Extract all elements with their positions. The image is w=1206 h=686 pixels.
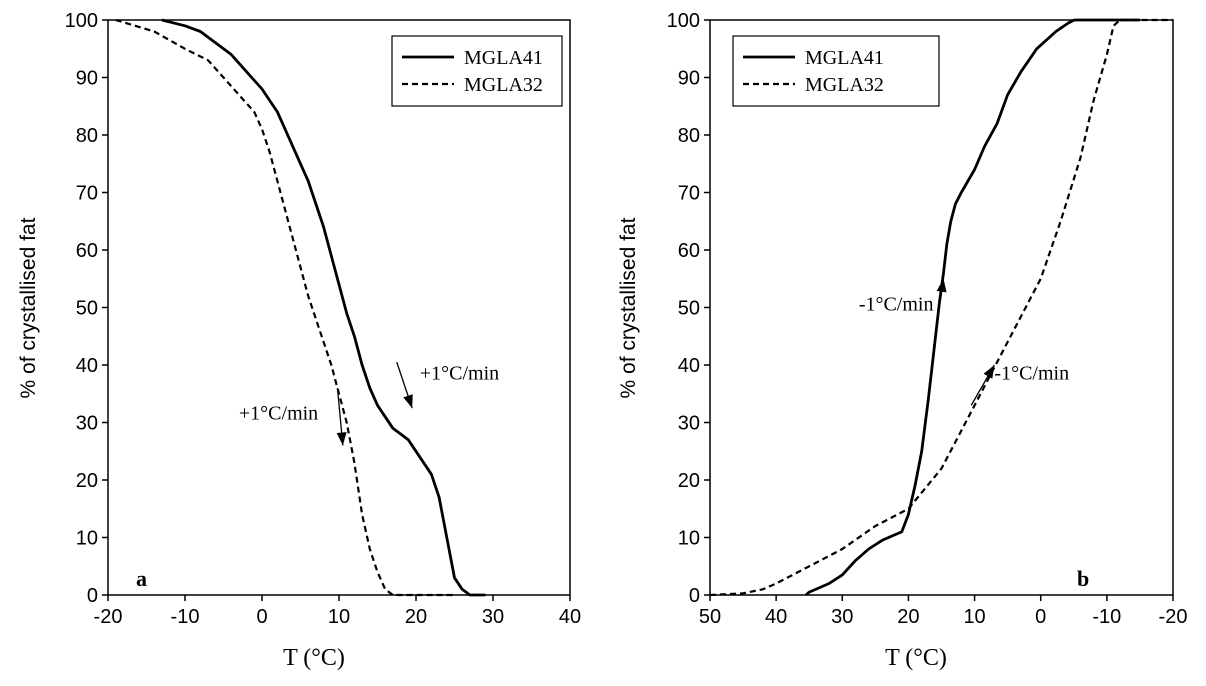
legend-label: MGLA41: [805, 47, 884, 69]
y-tick-label: 70: [678, 183, 700, 205]
annotation-arrow-head: [403, 394, 413, 409]
y-tick-label: 80: [76, 125, 98, 147]
chart-panel-a: 0 10 20 30 40 50 60 70 80 90 100 -20 -10 0 10 20 30 40 % o…: [17, 10, 581, 671]
panel-label: b: [1077, 566, 1089, 591]
y-tick-label: 20: [76, 470, 98, 492]
x-tick-label: -10: [1092, 606, 1121, 628]
x-tick-label: -20: [1159, 606, 1188, 628]
x-axis-title: T (°C): [283, 645, 345, 671]
x-tick-label: 40: [559, 606, 581, 628]
y-tick-label: 70: [76, 183, 98, 205]
series-line-mgla32: [115, 18, 455, 597]
x-tick-label: 30: [482, 606, 504, 628]
y-tick-label: 30: [76, 413, 98, 435]
x-tick-label: 20: [405, 606, 427, 628]
series-line-mgla32: [709, 18, 1173, 597]
y-tick-label: 40: [678, 355, 700, 377]
x-tick-label: -10: [171, 606, 200, 628]
x-tick-label: -20: [94, 606, 123, 628]
x-tick-label: 0: [1035, 606, 1046, 628]
x-tick-label: 10: [963, 606, 985, 628]
y-tick-label: 80: [678, 125, 700, 147]
y-tick-label: 60: [76, 240, 98, 262]
x-tick-label: 20: [897, 606, 919, 628]
y-tick-label: 30: [678, 413, 700, 435]
annotation-arrow-head: [983, 365, 995, 379]
annotation-label: -1°C/min: [859, 293, 934, 315]
y-tick-label: 10: [678, 528, 700, 550]
x-tick-label: 40: [765, 606, 787, 628]
y-tick-label: 0: [689, 585, 700, 607]
x-tick-label: 30: [831, 606, 853, 628]
y-axis-title: % of crystallised fat: [617, 217, 640, 398]
legend: MGLA41 MGLA32: [391, 35, 563, 107]
legend: MGLA41 MGLA32: [732, 35, 940, 107]
series-line-mgla41: [804, 18, 1140, 597]
y-tick-label: 50: [76, 298, 98, 320]
legend-label: MGLA32: [805, 74, 884, 96]
annotation-label: +1°C/min: [420, 362, 499, 384]
x-tick-label: 50: [699, 606, 721, 628]
legend-label: MGLA41: [464, 47, 543, 69]
y-tick-label: 90: [678, 68, 700, 90]
legend-box: [732, 35, 940, 107]
y-tick-label: 20: [678, 470, 700, 492]
y-tick-label: 100: [667, 10, 700, 32]
y-tick-label: 10: [76, 528, 98, 550]
y-axis-title: % of crystallised fat: [17, 217, 40, 398]
x-tick-label: 10: [328, 606, 350, 628]
annotation-arrow-head: [336, 432, 347, 446]
annotation-label: -1°C/min: [994, 362, 1069, 384]
y-tick-label: 40: [76, 355, 98, 377]
y-tick-label: 90: [76, 68, 98, 90]
y-tick-label: 100: [65, 10, 98, 32]
panel-label: a: [136, 566, 147, 591]
x-axis-title: T (°C): [885, 645, 947, 671]
y-tick-label: 50: [678, 298, 700, 320]
annotation-label: +1°C/min: [239, 403, 318, 425]
x-tick-label: 0: [256, 606, 267, 628]
legend-box: [391, 35, 563, 107]
annotation-arrow-head: [936, 278, 947, 293]
series-line-mgla41: [161, 18, 486, 597]
y-tick-label: 0: [87, 585, 98, 607]
y-tick-label: 60: [678, 240, 700, 262]
legend-label: MGLA32: [464, 74, 543, 96]
